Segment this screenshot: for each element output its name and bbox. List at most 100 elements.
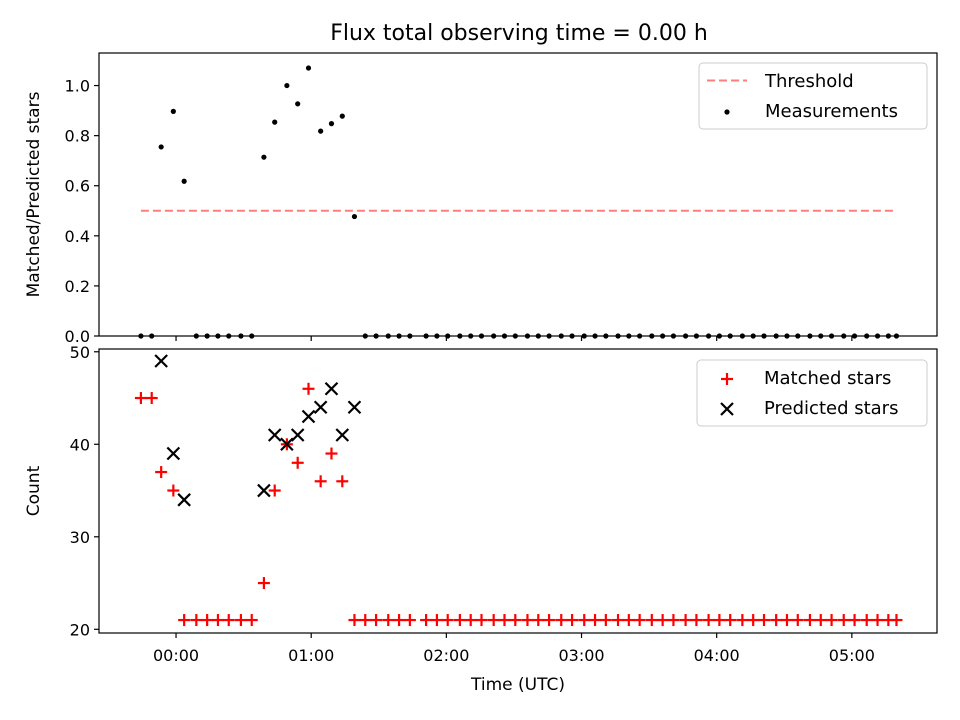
matched-star-point	[211, 614, 224, 627]
predicted-star-point	[301, 409, 316, 424]
x-tick-label: 04:00	[694, 646, 740, 665]
matched-star-point	[622, 614, 635, 627]
matched-star-point	[325, 447, 338, 460]
matched-star-point	[713, 614, 726, 627]
top-axes-frame	[98, 52, 938, 337]
top-y-tick-label: 0.0	[65, 327, 90, 346]
matched-star-point	[825, 614, 838, 627]
matched-star-point	[770, 614, 783, 627]
matched-star-point	[430, 614, 443, 627]
matched-star-point	[566, 614, 579, 627]
matched-star-point	[222, 614, 235, 627]
chart-title: Flux total observing time = 0.00 h	[330, 21, 708, 46]
measurement-point	[158, 144, 164, 150]
top-y-tick-label: 1.0	[65, 77, 90, 96]
matched-star-point	[359, 614, 372, 627]
matched-star-point	[589, 614, 602, 627]
matched-star-point	[780, 614, 793, 627]
matched-star-point	[453, 614, 466, 627]
legend-measurements-label: Measurements	[765, 101, 898, 122]
matched-star-point	[302, 382, 315, 395]
top-y-tick-label: 0.6	[65, 177, 90, 196]
bottom-y-tick-label: 30	[70, 528, 90, 547]
matched-star-point	[509, 614, 522, 627]
matched-star-point	[860, 614, 873, 627]
x-tick-label: 02:00	[423, 646, 469, 665]
matched-star-point	[234, 614, 247, 627]
matched-star-point	[167, 484, 180, 497]
predicted-star-point	[166, 446, 181, 461]
matched-star-point	[578, 614, 591, 627]
legend-matched-label: Matched stars	[764, 368, 891, 389]
matched-star-point	[464, 614, 477, 627]
matched-star-point	[441, 614, 454, 627]
top-y-tick-label: 0.8	[65, 127, 90, 146]
matched-star-point	[679, 614, 692, 627]
bottom-y-axis-label: Count	[24, 465, 44, 516]
matched-star-point	[837, 614, 850, 627]
matched-star-point	[498, 614, 511, 627]
matched-star-point	[348, 614, 361, 627]
top-y-axis-label: Matched/Predicted stars	[24, 91, 44, 297]
matched-star-point	[690, 614, 703, 627]
matched-star-point	[871, 614, 884, 627]
matched-star-point	[848, 614, 861, 627]
x-tick-label: 01:00	[288, 646, 334, 665]
matched-star-point	[747, 614, 760, 627]
matched-star-point	[599, 614, 612, 627]
matched-star-point	[178, 614, 191, 627]
predicted-star-point	[280, 437, 294, 452]
bottom-chart: 20 30 40 50 00:00 01:00 02:00 03:00 04:00 05:00 C…	[24, 343, 938, 695]
bottom-axes-frame	[98, 348, 938, 634]
matched-star-point	[268, 484, 281, 497]
x-tick-label: 03:00	[558, 646, 604, 665]
matched-star-point	[134, 392, 147, 405]
legend-threshold-label: Threshold	[764, 71, 854, 92]
measurement-point	[328, 121, 335, 127]
matched-star-point	[155, 466, 168, 479]
predicted-star-point	[154, 354, 168, 368]
top-y-tick-label: 0.2	[65, 277, 90, 296]
measurement-point	[272, 119, 278, 125]
matched-star-point	[370, 614, 383, 627]
matched-star-point	[702, 614, 715, 627]
bottom-legend-box	[696, 359, 928, 427]
predicted-star-point	[257, 483, 271, 498]
matched-star-point	[487, 614, 500, 627]
bottom-legend: Matched stars Predicted stars	[696, 359, 928, 427]
top-y-tick-label: 0.4	[65, 227, 90, 246]
matched-star-point	[814, 614, 827, 627]
matched-star-point	[543, 614, 556, 627]
x-axis-label: Time (UTC)	[470, 675, 565, 695]
matched-star-point	[803, 614, 816, 627]
matched-star-point	[420, 614, 433, 627]
matched-star-point	[145, 392, 158, 405]
matched-star-point	[633, 614, 646, 627]
measurement-point	[261, 154, 267, 160]
measurement-point	[295, 101, 301, 107]
measurement-point	[318, 128, 324, 134]
matched-star-point	[736, 614, 749, 627]
matched-star-point	[291, 456, 304, 469]
matched-star-point	[612, 614, 625, 627]
matched-star-point	[382, 614, 395, 627]
bottom-y-tick-label: 50	[70, 343, 90, 362]
matched-star-point	[667, 614, 680, 627]
legend-matched-swatch	[721, 373, 733, 385]
matched-star-point	[532, 614, 545, 627]
measurement-point	[181, 178, 187, 184]
measurement-point	[339, 113, 345, 119]
predicted-star-point	[290, 428, 305, 442]
x-tick-label: 05:00	[829, 646, 875, 665]
matched-star-point	[336, 475, 349, 488]
legend-measurements-swatch	[724, 109, 730, 115]
top-chart: Flux total observing time = 0.00 h 0.0 0.…	[24, 21, 938, 346]
matched-star-point	[645, 614, 658, 627]
predicted-star-point	[324, 382, 339, 396]
bottom-plot-area: 20 30 40 50 00:00 01:00 02:00 03:00 04:00 05:00	[70, 343, 903, 665]
top-legend-box	[698, 62, 928, 130]
predicted-star-point	[347, 400, 362, 415]
matched-star-point	[245, 614, 258, 627]
matched-star-point	[190, 614, 203, 627]
